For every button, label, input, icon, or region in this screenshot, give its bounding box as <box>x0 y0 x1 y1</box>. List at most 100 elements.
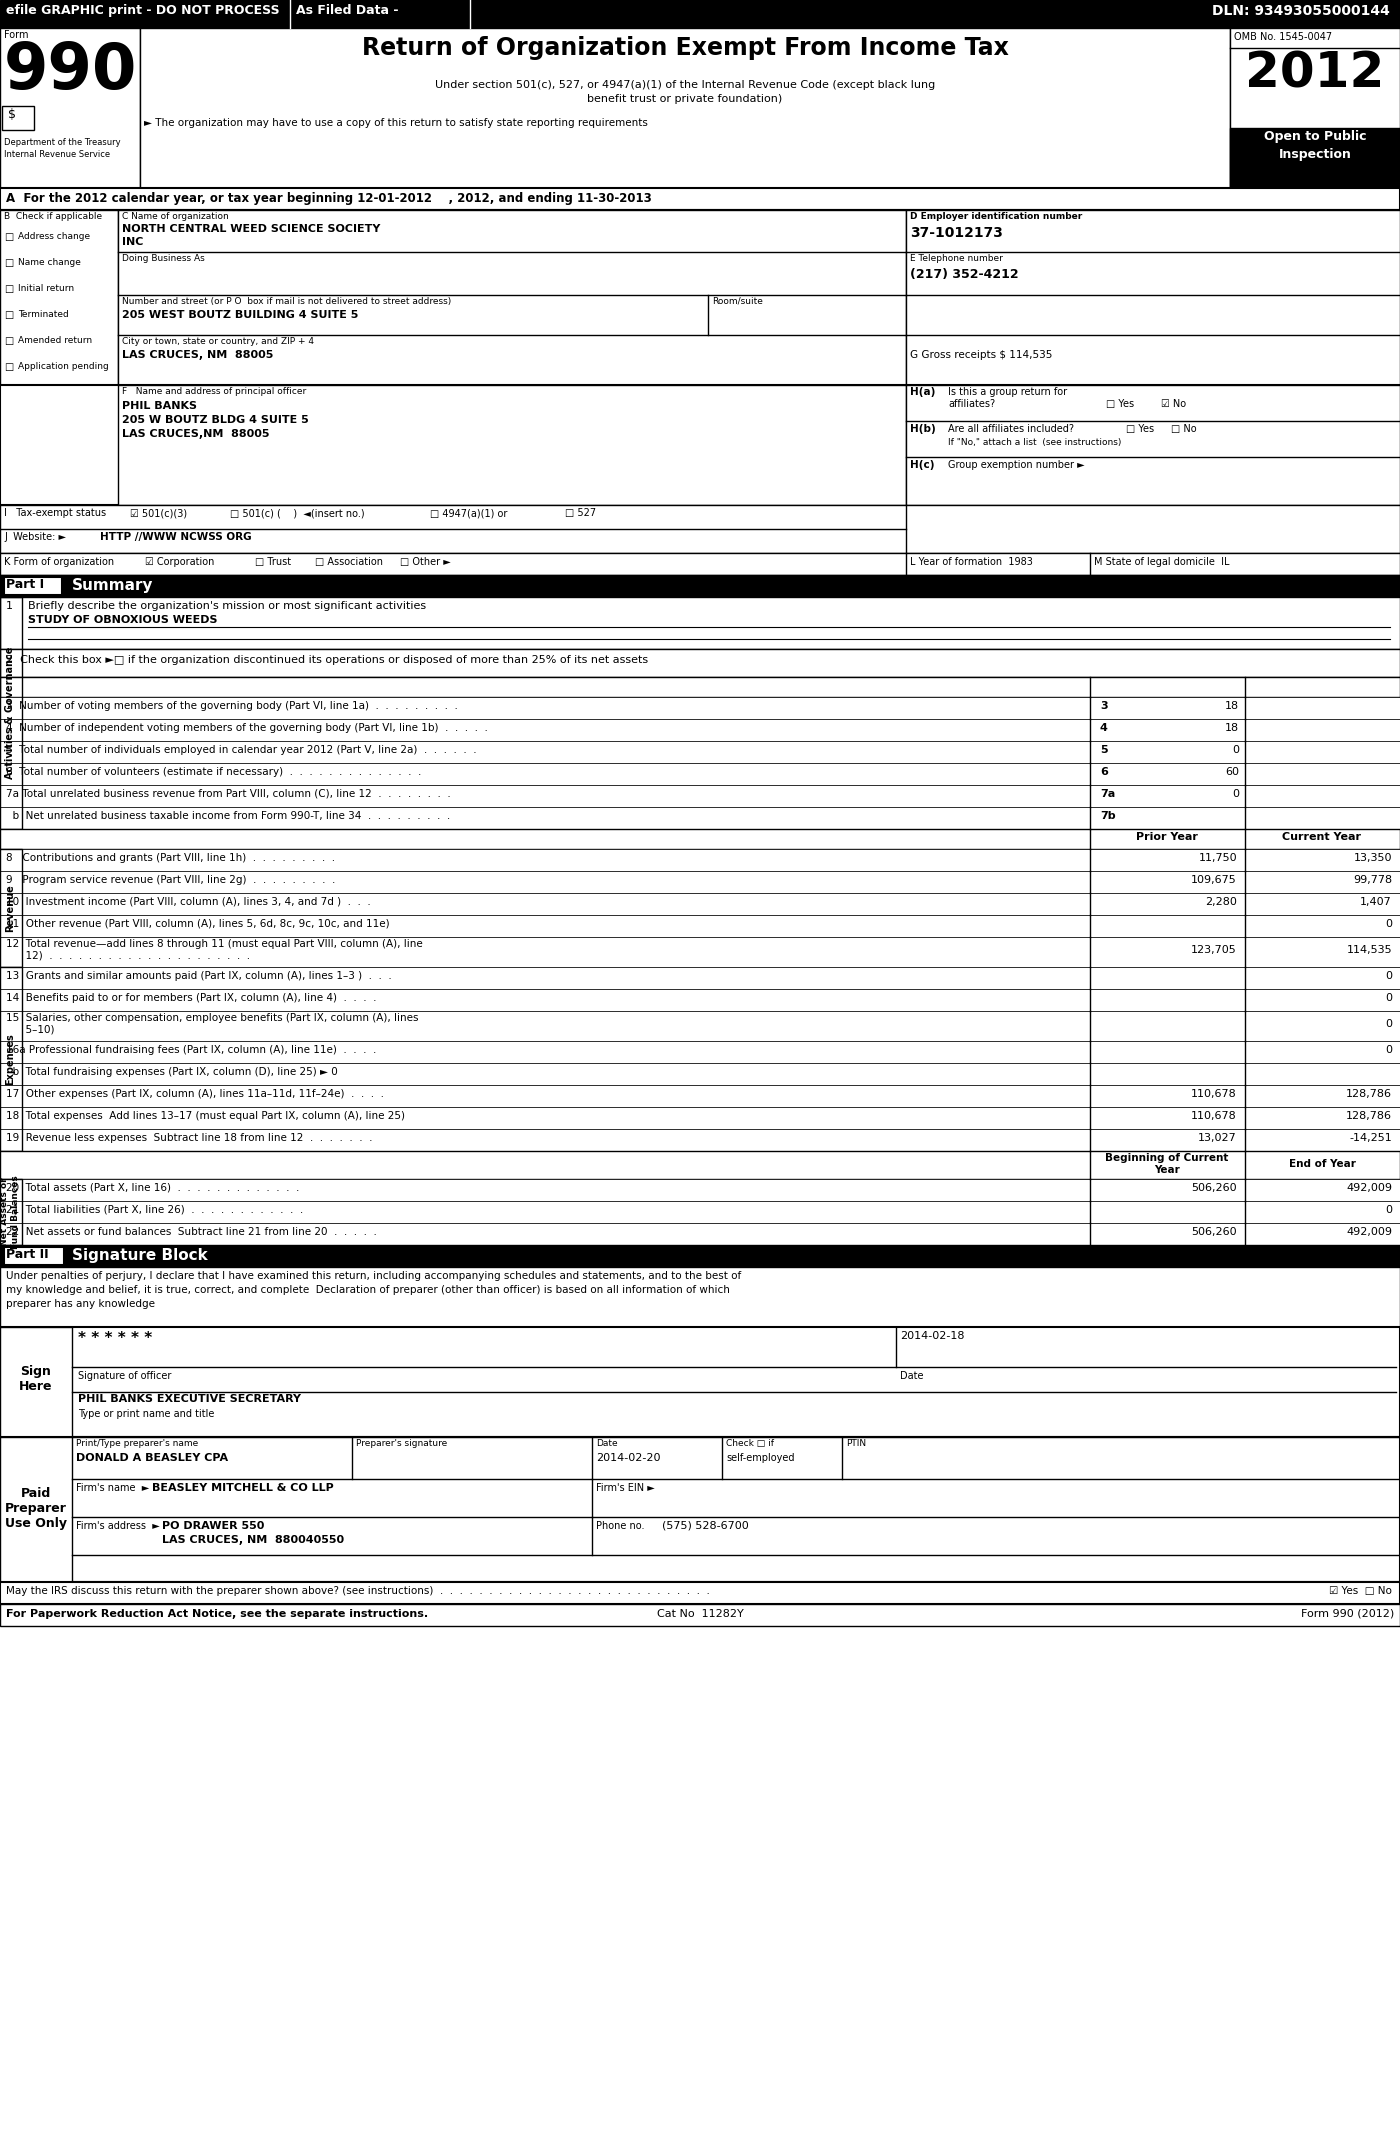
Text: LAS CRUCES,NM  88005: LAS CRUCES,NM 88005 <box>122 430 269 439</box>
Bar <box>0 1603 1400 1627</box>
Bar <box>0 1245 1400 1267</box>
Bar <box>0 1041 1400 1062</box>
Text: Amended return: Amended return <box>18 336 92 345</box>
Text: Summary: Summary <box>71 577 154 594</box>
Bar <box>0 1179 1400 1201</box>
Text: Part II: Part II <box>6 1248 49 1260</box>
Text: I   Tax-exempt status: I Tax-exempt status <box>4 509 106 517</box>
Text: 128,786: 128,786 <box>1345 1090 1392 1099</box>
Text: Expenses: Expenses <box>6 1033 15 1086</box>
Text: ☑ 501(c)(3): ☑ 501(c)(3) <box>130 509 188 517</box>
Bar <box>4 1248 64 1265</box>
Bar <box>1231 28 1400 187</box>
Text: 7a Total unrelated business revenue from Part VIII, column (C), line 12  .  .  .: 7a Total unrelated business revenue from… <box>6 790 451 798</box>
Text: Phone no.: Phone no. <box>596 1520 644 1531</box>
Bar <box>0 575 1400 596</box>
Text: benefit trust or private foundation): benefit trust or private foundation) <box>588 94 783 104</box>
Bar <box>0 915 1400 937</box>
Text: PO DRAWER 550: PO DRAWER 550 <box>162 1520 265 1531</box>
Text: 0: 0 <box>1385 1205 1392 1216</box>
Bar <box>0 720 1400 741</box>
Text: self-employed: self-employed <box>727 1452 795 1463</box>
Text: 12  Total revenue—add lines 8 through 11 (must equal Part VIII, column (A), line: 12 Total revenue—add lines 8 through 11 … <box>6 939 423 950</box>
Text: Cat No  11282Y: Cat No 11282Y <box>657 1610 743 1618</box>
Text: Sign
Here: Sign Here <box>20 1365 53 1392</box>
Text: Doing Business As: Doing Business As <box>122 253 204 264</box>
Text: 13  Grants and similar amounts paid (Part IX, column (A), lines 1–3 )  .  .  .: 13 Grants and similar amounts paid (Part… <box>6 971 392 981</box>
Text: ☑ No: ☑ No <box>1161 398 1186 409</box>
Text: End of Year: End of Year <box>1288 1158 1355 1169</box>
Bar <box>1 106 34 130</box>
Text: 2014-02-18: 2014-02-18 <box>900 1331 965 1341</box>
Text: D Employer identification number: D Employer identification number <box>910 213 1082 221</box>
Text: Part I: Part I <box>6 577 45 592</box>
Bar <box>0 967 22 1152</box>
Bar <box>906 385 1400 505</box>
Text: 0: 0 <box>1385 1045 1392 1056</box>
Text: HTTP //WWW NCWSS ORG: HTTP //WWW NCWSS ORG <box>99 532 252 543</box>
Text: ☑ Yes  □ No: ☑ Yes □ No <box>1329 1586 1392 1597</box>
Text: Firm's address  ►: Firm's address ► <box>76 1520 160 1531</box>
Text: 0: 0 <box>1385 1020 1392 1028</box>
Text: 14  Benefits paid to or for members (Part IX, column (A), line 4)  .  .  .  .: 14 Benefits paid to or for members (Part… <box>6 992 377 1003</box>
Text: 114,535: 114,535 <box>1347 945 1392 956</box>
Bar <box>0 1128 1400 1152</box>
Text: □ Trust: □ Trust <box>255 558 291 566</box>
Text: H(c): H(c) <box>910 460 935 471</box>
Text: C Name of organization: C Name of organization <box>122 213 228 221</box>
Bar <box>0 1201 1400 1222</box>
Text: 12)  .  .  .  .  .  .  .  .  .  .  .  .  .  .  .  .  .  .  .  .  .: 12) . . . . . . . . . . . . . . . . . . … <box>6 952 251 960</box>
Text: 123,705: 123,705 <box>1191 945 1238 956</box>
Text: F   Name and address of principal officer: F Name and address of principal officer <box>122 387 307 396</box>
Text: 4: 4 <box>1100 724 1107 732</box>
Text: * * * * * *: * * * * * * <box>78 1331 153 1346</box>
Bar <box>0 28 1400 187</box>
Text: 16a Professional fundraising fees (Part IX, column (A), line 11e)  .  .  .  .: 16a Professional fundraising fees (Part … <box>6 1045 377 1056</box>
Bar <box>0 1437 1400 1582</box>
Bar <box>0 1267 1400 1326</box>
Text: my knowledge and belief, it is true, correct, and complete  Declaration of prepa: my knowledge and belief, it is true, cor… <box>6 1286 729 1294</box>
Text: As Filed Data -: As Filed Data - <box>295 4 399 17</box>
Text: affiliates?: affiliates? <box>948 398 995 409</box>
Bar <box>0 967 1400 990</box>
Text: 2012: 2012 <box>1246 49 1385 98</box>
Text: Under section 501(c), 527, or 4947(a)(1) of the Internal Revenue Code (except bl: Under section 501(c), 527, or 4947(a)(1)… <box>435 81 935 89</box>
Bar <box>0 696 1400 720</box>
Text: □: □ <box>4 362 13 373</box>
Text: DONALD A BEASLEY CPA: DONALD A BEASLEY CPA <box>76 1452 228 1463</box>
Text: 0: 0 <box>1385 992 1392 1003</box>
Text: 37-1012173: 37-1012173 <box>910 226 1002 241</box>
Text: A  For the 2012 calendar year, or tax year beginning 12-01-2012    , 2012, and e: A For the 2012 calendar year, or tax yea… <box>6 192 652 204</box>
Text: □: □ <box>4 283 13 294</box>
Text: 205 WEST BOUTZ BUILDING 4 SUITE 5: 205 WEST BOUTZ BUILDING 4 SUITE 5 <box>122 311 358 319</box>
Text: Prior Year: Prior Year <box>1135 832 1198 841</box>
Bar <box>0 762 1400 786</box>
Bar <box>0 554 1400 575</box>
Text: PHIL BANKS EXECUTIVE SECRETARY: PHIL BANKS EXECUTIVE SECRETARY <box>78 1394 301 1403</box>
Text: H(b): H(b) <box>910 424 935 434</box>
Text: Type or print name and title: Type or print name and title <box>78 1409 214 1420</box>
Bar <box>0 1582 1400 1603</box>
Text: $: $ <box>8 109 15 121</box>
Text: 11  Other revenue (Part VIII, column (A), lines 5, 6d, 8c, 9c, 10c, and 11e): 11 Other revenue (Part VIII, column (A),… <box>6 920 389 928</box>
Text: 506,260: 506,260 <box>1191 1184 1238 1192</box>
Text: 1,407: 1,407 <box>1361 896 1392 907</box>
Bar <box>0 807 1400 828</box>
Text: Print/Type preparer's name: Print/Type preparer's name <box>76 1439 199 1448</box>
Text: 60: 60 <box>1225 766 1239 777</box>
Text: BEASLEY MITCHELL & CO LLP: BEASLEY MITCHELL & CO LLP <box>153 1484 333 1492</box>
Text: 4  Number of independent voting members of the governing body (Part VI, line 1b): 4 Number of independent voting members o… <box>6 724 487 732</box>
Text: 13,350: 13,350 <box>1354 854 1392 862</box>
Text: □ 4947(a)(1) or: □ 4947(a)(1) or <box>430 509 507 517</box>
Text: □: □ <box>4 258 13 268</box>
Bar <box>0 0 1400 28</box>
Text: Return of Organization Exempt From Income Tax: Return of Organization Exempt From Incom… <box>361 36 1008 60</box>
Text: Firm's name  ►: Firm's name ► <box>76 1484 150 1492</box>
Text: 109,675: 109,675 <box>1191 875 1238 886</box>
Text: 0: 0 <box>1385 920 1392 928</box>
Text: ► The organization may have to use a copy of this return to satisfy state report: ► The organization may have to use a cop… <box>144 117 648 128</box>
Text: Number and street (or P O  box if mail is not delivered to street address): Number and street (or P O box if mail is… <box>122 298 451 307</box>
Text: □: □ <box>4 311 13 319</box>
Bar <box>0 505 1400 554</box>
Text: G Gross receipts $ 114,535: G Gross receipts $ 114,535 <box>910 349 1053 360</box>
